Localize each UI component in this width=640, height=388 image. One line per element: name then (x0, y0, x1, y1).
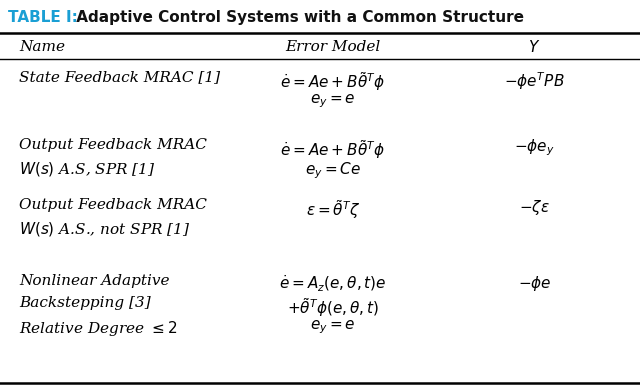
Text: $W(s)$ A.S., not SPR [1]: $W(s)$ A.S., not SPR [1] (19, 220, 191, 238)
Text: $W(s)$ A.S, SPR [1]: $W(s)$ A.S, SPR [1] (19, 160, 156, 178)
Text: $e_y = e$: $e_y = e$ (310, 92, 356, 110)
Text: $\dot{e} = Ae + B\tilde{\theta}^T\phi$: $\dot{e} = Ae + B\tilde{\theta}^T\phi$ (280, 138, 385, 161)
Text: Adaptive Control Systems with a Common Structure: Adaptive Control Systems with a Common S… (71, 10, 524, 25)
Text: Name: Name (19, 40, 65, 54)
Text: $\dot{e} = Ae + B\tilde{\theta}^T\phi$: $\dot{e} = Ae + B\tilde{\theta}^T\phi$ (280, 70, 385, 93)
Text: Relative Degree $\leq 2$: Relative Degree $\leq 2$ (19, 319, 177, 338)
Text: $-\phi e$: $-\phi e$ (518, 274, 551, 293)
Text: Nonlinear Adaptive: Nonlinear Adaptive (19, 274, 170, 288)
Text: Output Feedback MRAC: Output Feedback MRAC (19, 138, 207, 152)
Text: $-\phi e_y$: $-\phi e_y$ (514, 138, 555, 158)
Text: TABLE I:: TABLE I: (8, 10, 78, 25)
Text: Backstepping [3]: Backstepping [3] (19, 296, 151, 310)
Text: $\dot{e} = A_z(e,\theta,t)e$: $\dot{e} = A_z(e,\theta,t)e$ (279, 274, 387, 294)
Text: Error Model: Error Model (285, 40, 380, 54)
Text: $\epsilon = \tilde{\theta}^T\zeta$: $\epsilon = \tilde{\theta}^T\zeta$ (305, 198, 360, 221)
Text: $e_y = e$: $e_y = e$ (310, 319, 356, 336)
Text: Output Feedback MRAC: Output Feedback MRAC (19, 198, 207, 212)
Text: $-\phi e^T P B$: $-\phi e^T P B$ (504, 70, 564, 92)
Text: $+\tilde{\theta}^T\phi(e,\theta,t)$: $+\tilde{\theta}^T\phi(e,\theta,t)$ (287, 296, 379, 319)
Text: $-\zeta\epsilon$: $-\zeta\epsilon$ (519, 198, 550, 217)
Text: $Y$: $Y$ (528, 39, 541, 55)
Text: $e_y = Ce$: $e_y = Ce$ (305, 160, 361, 181)
Text: State Feedback MRAC [1]: State Feedback MRAC [1] (19, 70, 220, 84)
